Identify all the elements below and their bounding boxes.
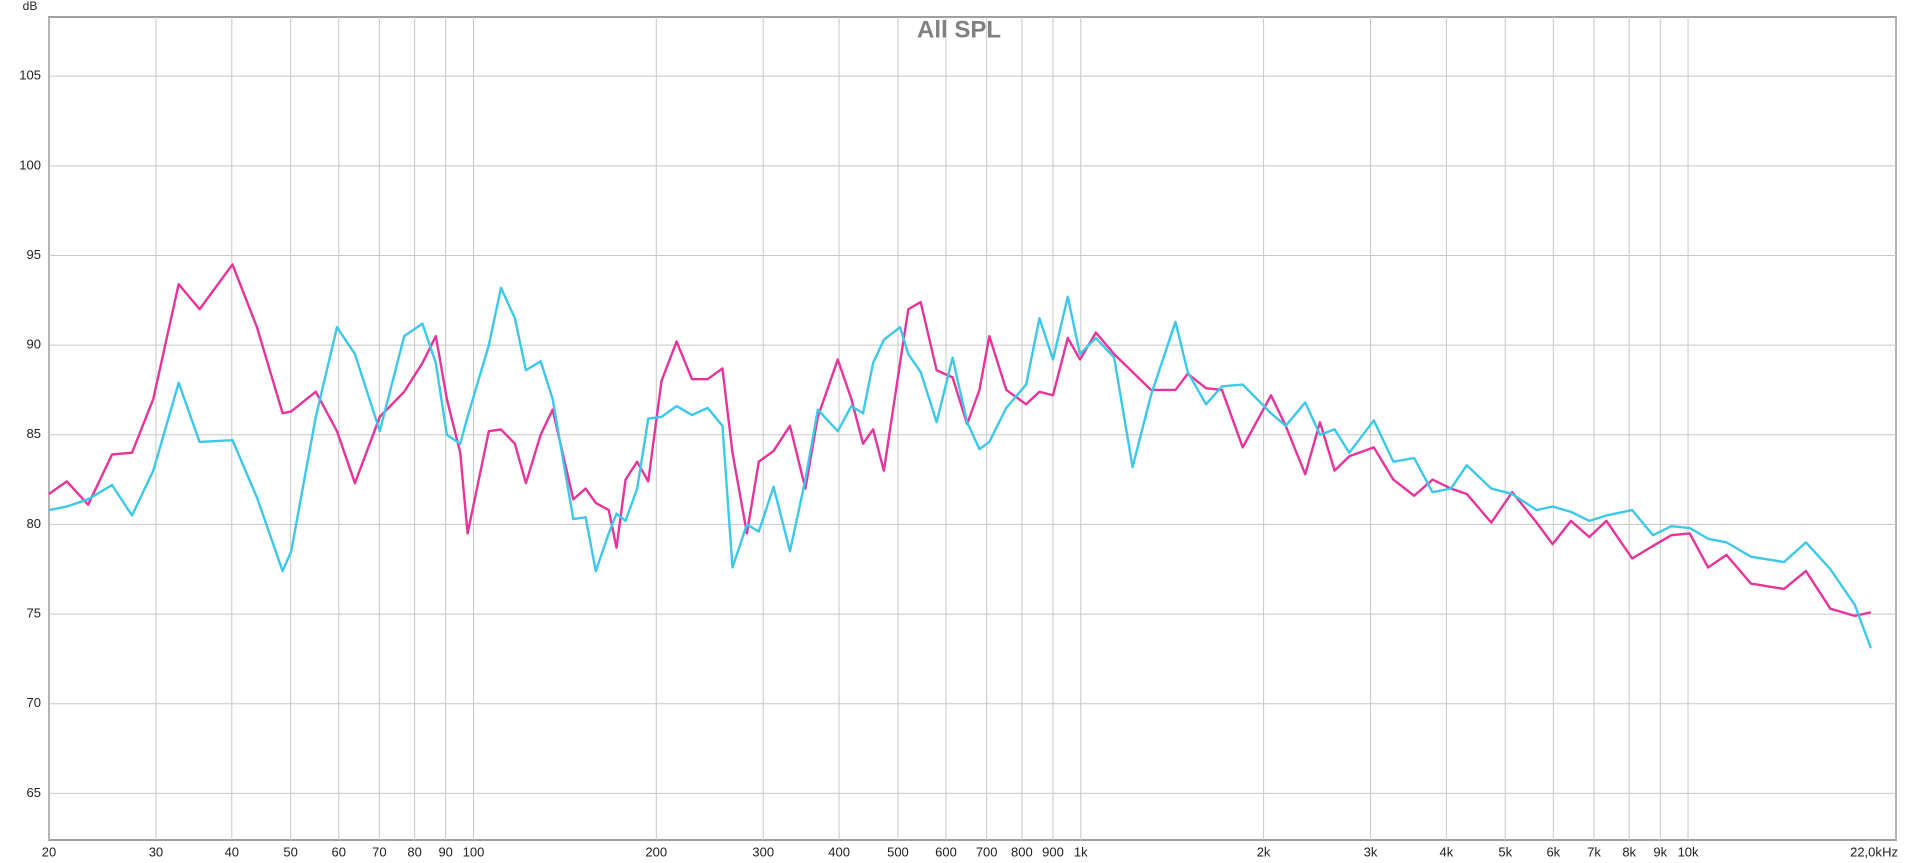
x-tick-label: 200 xyxy=(645,844,667,859)
x-tick-label: 22,0k xyxy=(1850,844,1882,859)
x-tick-label: 5k xyxy=(1498,844,1512,859)
x-tick-label: 900 xyxy=(1042,844,1064,859)
series-line xyxy=(48,286,1872,649)
x-tick-label: 4k xyxy=(1440,844,1454,859)
x-tick-label: 400 xyxy=(828,844,850,859)
x-tick-label: 50 xyxy=(283,844,297,859)
series-line xyxy=(48,263,1872,618)
y-tick-label: 70 xyxy=(27,695,41,710)
x-tick-label: 7k xyxy=(1587,844,1601,859)
x-tick-label: 70 xyxy=(372,844,386,859)
x-tick-label: 10k xyxy=(1678,844,1699,859)
y-axis-label: dB xyxy=(23,0,38,13)
x-tick-label: 90 xyxy=(438,844,452,859)
plot-area xyxy=(48,16,1897,841)
y-tick-label: 95 xyxy=(27,247,41,262)
x-tick-label: 60 xyxy=(332,844,346,859)
x-tick-label: 9k xyxy=(1653,844,1667,859)
x-tick-label: 20 xyxy=(42,844,56,859)
x-tick-label: 2k xyxy=(1257,844,1271,859)
chart-title: All SPL xyxy=(917,16,1001,43)
x-tick-label: 6k xyxy=(1546,844,1560,859)
x-tick-label: 40 xyxy=(225,844,239,859)
y-tick-label: 90 xyxy=(27,337,41,352)
x-axis-label: Hz xyxy=(1882,844,1898,859)
x-tick-label: 1k xyxy=(1074,844,1088,859)
x-tick-label: 100 xyxy=(463,844,485,859)
x-tick-label: 3k xyxy=(1364,844,1378,859)
x-tick-label: 600 xyxy=(935,844,957,859)
grid xyxy=(48,17,1897,840)
y-tick-label: 80 xyxy=(27,516,41,531)
x-tick-label: 800 xyxy=(1011,844,1033,859)
x-tick-label: 80 xyxy=(407,844,421,859)
x-tick-label: 500 xyxy=(887,844,909,859)
y-tick-label: 65 xyxy=(27,785,41,800)
x-tick-label: 300 xyxy=(752,844,774,859)
y-tick-label: 75 xyxy=(27,606,41,621)
y-tick-label: 105 xyxy=(19,68,41,83)
y-tick-label: 85 xyxy=(27,426,41,441)
y-tick-label: 100 xyxy=(19,157,41,172)
x-tick-label: 30 xyxy=(149,844,163,859)
x-tick-label: 700 xyxy=(976,844,998,859)
x-tick-label: 8k xyxy=(1622,844,1636,859)
